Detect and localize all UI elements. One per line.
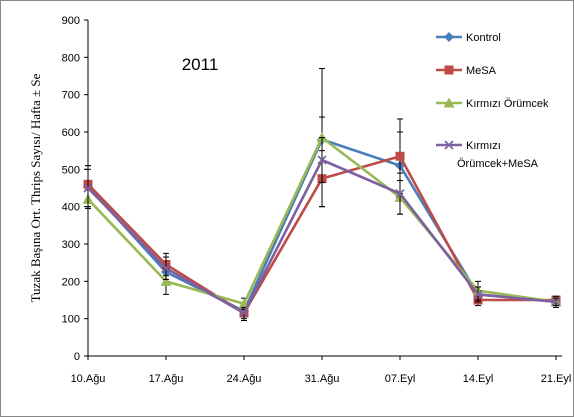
- x-tick-label: 21.Eyl: [541, 373, 572, 385]
- marker-stroke: [395, 189, 405, 199]
- y-tick-label: 800: [62, 52, 80, 64]
- legend-label: MeSA: [466, 65, 497, 77]
- legend-label: Kontrol: [466, 32, 501, 44]
- legend-marker: [444, 65, 454, 75]
- legend-marker: [444, 140, 454, 150]
- chart-annotation: 2011: [182, 55, 219, 74]
- data-point: [473, 289, 483, 299]
- x-tick-label: 31.Ağu: [305, 373, 340, 385]
- y-tick-label: 400: [62, 202, 80, 214]
- y-tick-label: 200: [62, 276, 80, 288]
- marker-stroke: [317, 155, 327, 165]
- y-tick-label: 500: [62, 164, 80, 176]
- legend-item: Kırmızı Örümcek: [436, 97, 549, 110]
- axes: 0 100 200 300 400 500 600 700 800 900 10.Ağu 17.Ağu…: [62, 15, 572, 385]
- x-tick-label: 24.Ağu: [227, 373, 262, 385]
- legend-marker: [444, 32, 454, 42]
- y-tick-label: 300: [62, 239, 80, 251]
- x-tick-label: 10.Ağu: [71, 373, 106, 385]
- y-tick-label: 100: [62, 314, 80, 326]
- y-tick-label: 900: [62, 15, 80, 27]
- data-point: [551, 297, 561, 307]
- data-point: [395, 189, 405, 199]
- marker-stroke: [473, 289, 483, 299]
- data-point: [239, 308, 249, 318]
- data-point: [160, 275, 172, 286]
- series-layer: [82, 68, 562, 322]
- y-tick-label: 600: [62, 127, 80, 139]
- legend-label: Kırmızı Örümcek+MeSA: [457, 140, 539, 170]
- marker-stroke: [83, 183, 93, 193]
- marker-stroke: [161, 263, 171, 273]
- data-point: [395, 151, 405, 161]
- legend-item: MeSA: [436, 65, 497, 77]
- legend-item: Kırmızı Örümcek+MeSA: [436, 140, 539, 170]
- legend: Kontrol MeSA Kırmızı Örümcek Kırmızı Örümcek…: [436, 32, 549, 170]
- marker-stroke: [551, 297, 561, 307]
- y-axis-label: Tuzak Başına Ort. Thrips Sayısı/ Hafta ±…: [28, 73, 43, 302]
- data-point: [161, 263, 171, 273]
- x-tick-label: 17.Ağu: [149, 373, 184, 385]
- data-point: [317, 155, 327, 165]
- data-point: [83, 183, 93, 193]
- x-tick-label: 14.Eyl: [463, 373, 494, 385]
- legend-item: Kontrol: [436, 32, 501, 44]
- y-tick-label: 0: [74, 351, 80, 363]
- marker-stroke: [444, 140, 454, 150]
- marker-stroke: [239, 308, 249, 318]
- legend-marker: [443, 97, 455, 108]
- legend-label: Kırmızı Örümcek: [466, 98, 549, 110]
- series-4: [83, 137, 561, 320]
- x-tick-label: 07.Eyl: [385, 373, 416, 385]
- y-tick-label: 700: [62, 90, 80, 102]
